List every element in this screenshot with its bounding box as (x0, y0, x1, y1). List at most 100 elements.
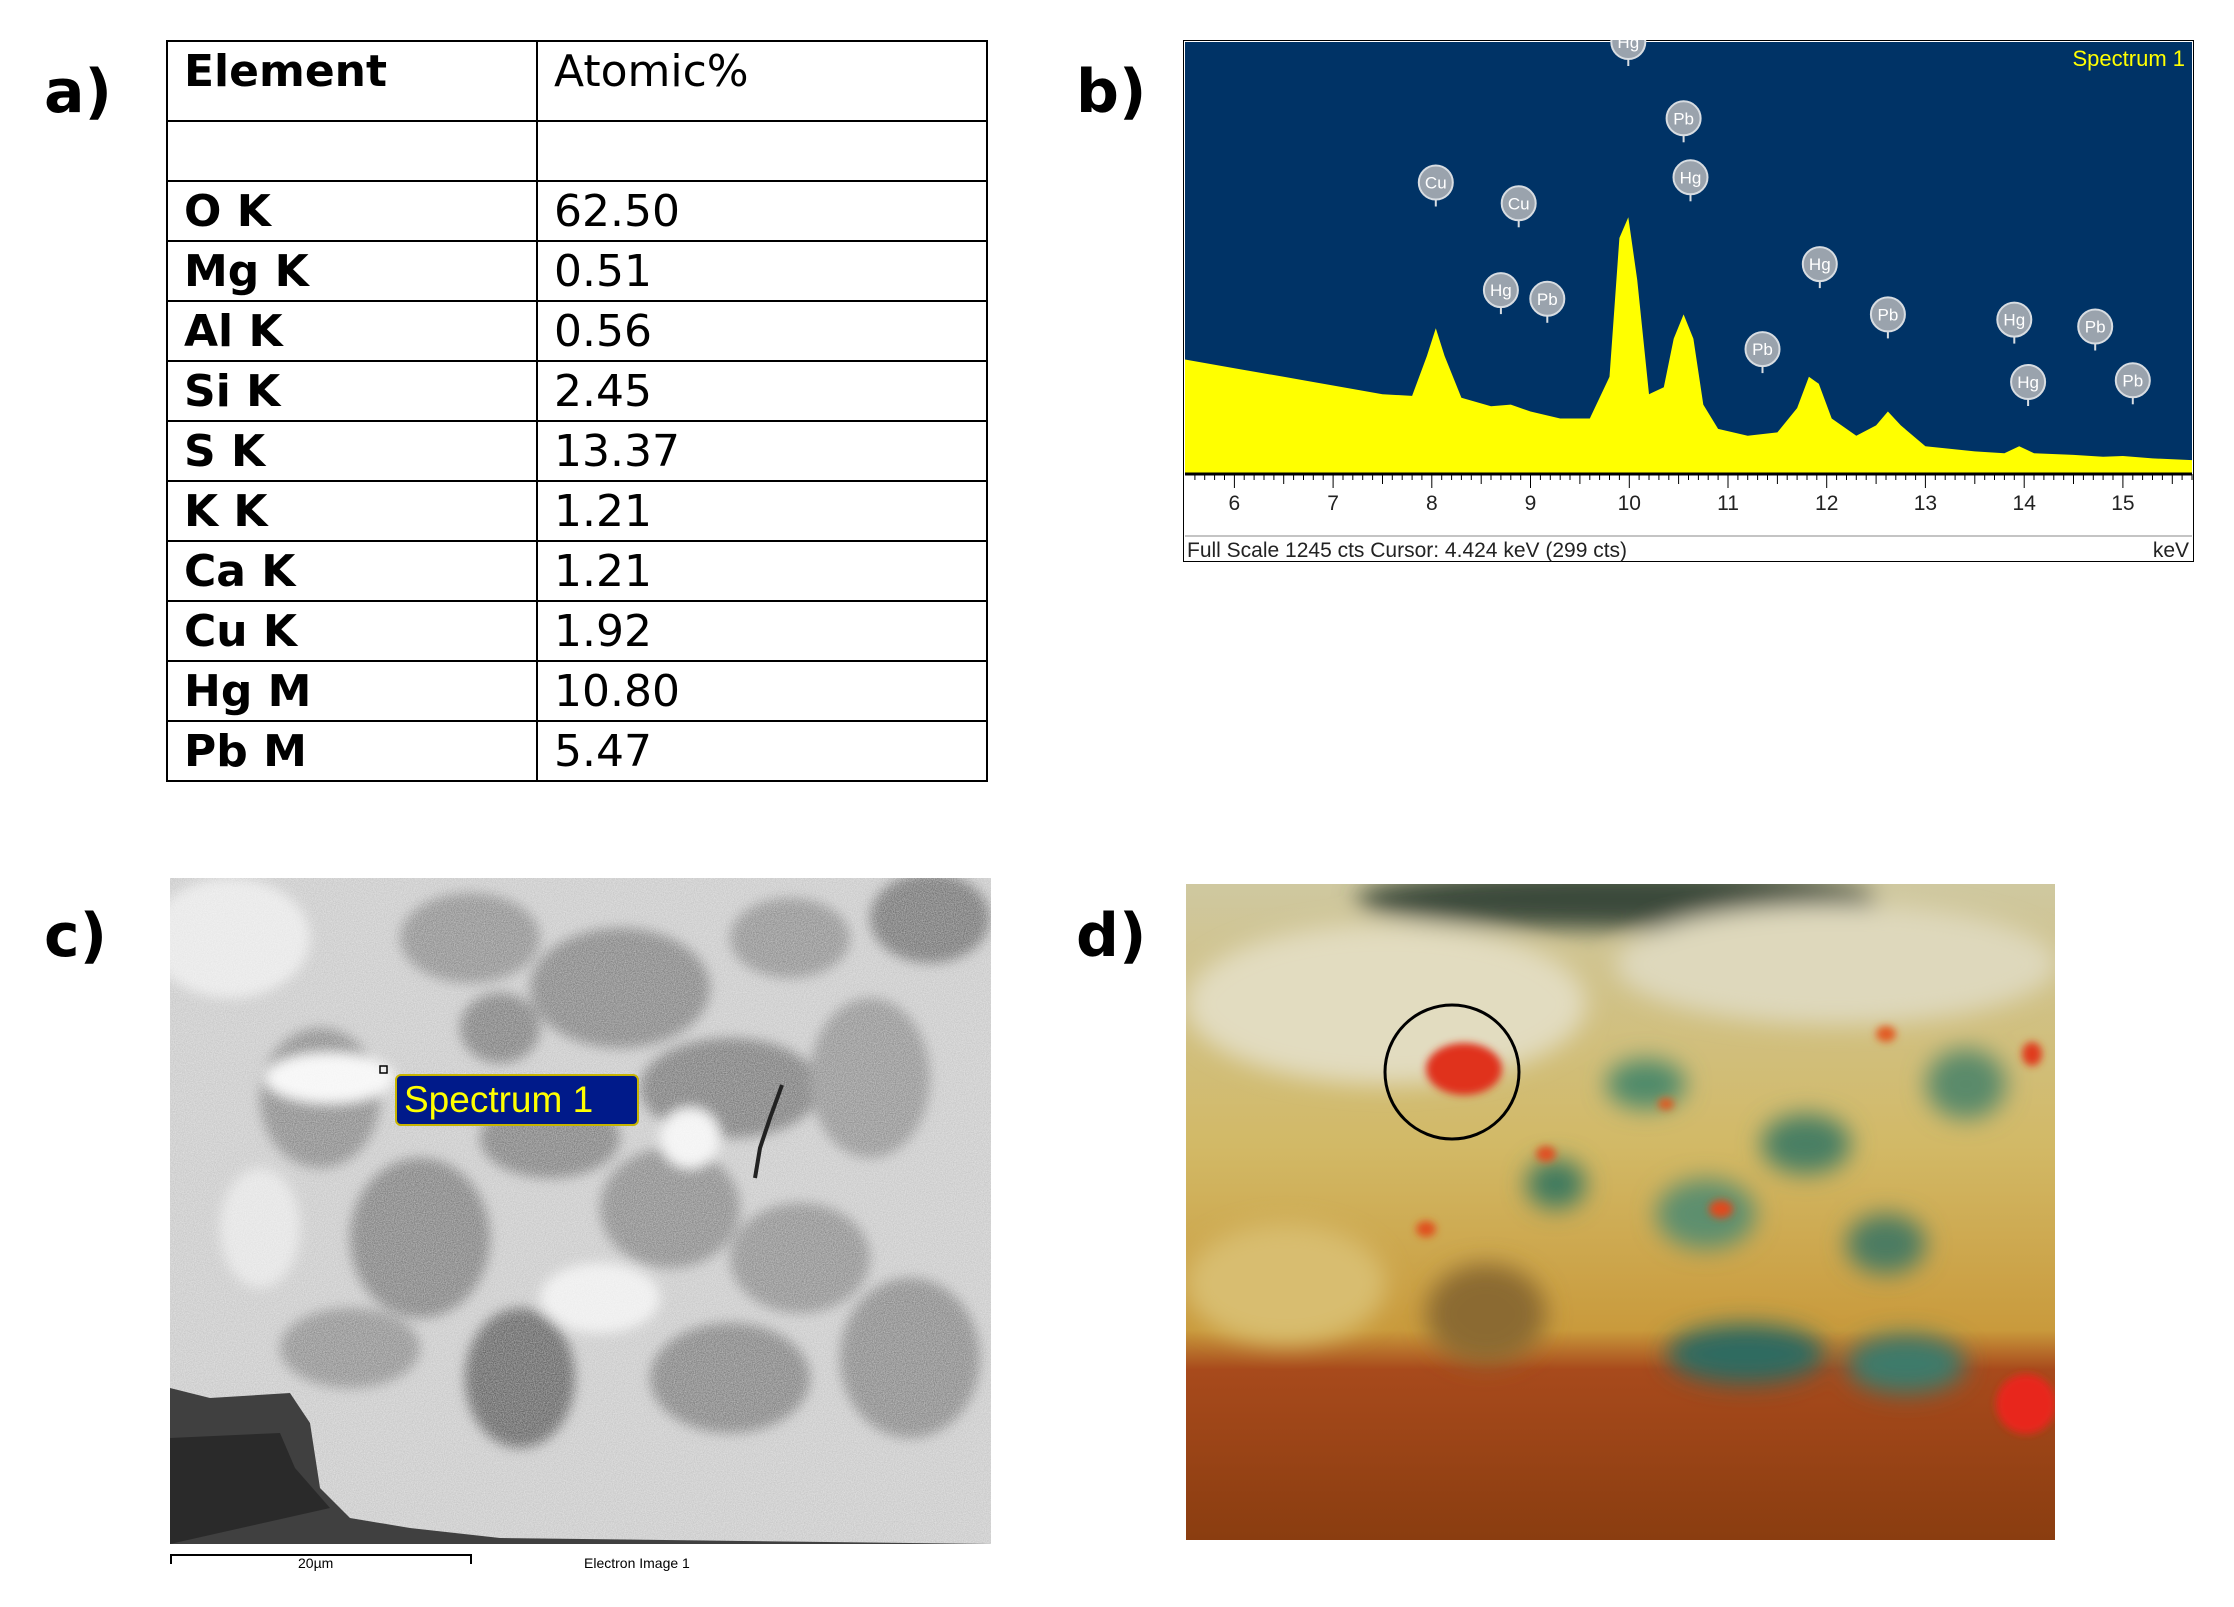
peak-label-text: Pb (2122, 371, 2143, 390)
x-tick-label: 9 (1525, 492, 1537, 515)
element-cell: O K (166, 180, 538, 242)
table-row: Hg M 10.80 (166, 660, 988, 722)
x-tick-label: 8 (1426, 492, 1438, 515)
highlight-circle (1383, 1003, 1521, 1141)
atomic-percent-cell: 1.21 (536, 480, 988, 542)
table-row: Si K 2.45 (166, 360, 988, 422)
sem-scale-bar: 20µm Electron Image 1 (170, 1546, 990, 1576)
peak-label-badge (1500, 185, 1537, 222)
peak-label: Hg (1482, 272, 1519, 315)
x-axis-label: keV (2153, 539, 2189, 562)
spectrum-marker-label: Spectrum 1 (404, 1079, 593, 1120)
scale-bar-text: 20µm (298, 1555, 334, 1571)
spectrum-footer-left: Full Scale 1245 cts Cursor: 4.424 keV (2… (1187, 539, 1627, 562)
peak-label-text: Hg (1490, 281, 1512, 300)
table-row: Al K 0.56 (166, 300, 988, 362)
table-row: Ca K 1.21 (166, 540, 988, 602)
spectrum-marker-box (395, 1074, 639, 1126)
table-cell-empty (536, 120, 988, 182)
atomic-percent-cell: 5.47 (536, 720, 988, 782)
peak-label-badge (2114, 362, 2151, 399)
sem-substrate-dark (170, 1388, 991, 1544)
atomic-percent-cell: 1.21 (536, 540, 988, 602)
peak-label: Pb (1665, 100, 1702, 143)
atomic-percent-cell: 10.80 (536, 660, 988, 722)
table-row: Cu K 1.92 (166, 600, 988, 662)
x-tick-label: 13 (1914, 492, 1937, 515)
panel-label-d: d) (1076, 901, 1147, 971)
peak-label-text: Pb (1673, 109, 1694, 128)
peak-label: Pb (2114, 362, 2151, 405)
atomic-percent-cell: 13.37 (536, 420, 988, 482)
peak-label: Hg (2010, 364, 2047, 406)
scale-bar-line (170, 1554, 472, 1564)
x-tick-label: 12 (1815, 492, 1838, 515)
x-tick-label: 6 (1229, 492, 1241, 515)
peak-label-text: Hg (2017, 373, 2039, 392)
table-row: O K 62.50 (166, 180, 988, 242)
peak-label-text: Pb (2085, 318, 2106, 337)
peak-label: Hg (1996, 301, 2033, 344)
table-cell-empty (166, 120, 538, 182)
peak-label: Cu (1500, 185, 1537, 228)
x-tick-label: 15 (2111, 492, 2134, 515)
peak-label: Pb (2077, 308, 2114, 351)
element-cell: Si K (166, 360, 538, 422)
peak-label-badge (1744, 331, 1781, 368)
element-cell: Hg M (166, 660, 538, 722)
panel-label-b: b) (1076, 57, 1147, 127)
atomic-percent-cell: 0.51 (536, 240, 988, 302)
peak-label: Cu (1417, 164, 1454, 207)
spectrum-area (1185, 217, 2192, 474)
table-header-row: Element Atomic% (166, 40, 988, 122)
spectrum-title: Spectrum 1 (2073, 46, 2186, 71)
peak-label-badge (2077, 308, 2114, 345)
sem-substrate-corner (170, 1433, 330, 1544)
peak-label-badge (1801, 246, 1838, 283)
peak-label-badge (1665, 100, 1702, 137)
table-row: Mg K 0.51 (166, 240, 988, 302)
element-cell: S K (166, 420, 538, 482)
peak-label-badge (1996, 301, 2033, 338)
element-cell: Cu K (166, 600, 538, 662)
sem-electron-image: Spectrum 1 (170, 878, 991, 1544)
x-axis-ticks: 6 7 8 9 10 11 12 13 14 15 (1194, 474, 2193, 515)
peak-label-text: Pb (1752, 340, 1773, 359)
table-row: K K 1.21 (166, 480, 988, 542)
composition-table: Element Atomic% O K 62.50 Mg K 0.51 Al K 0.56… (166, 40, 988, 782)
peak-label-text: Pb (1537, 290, 1558, 309)
element-cell: Mg K (166, 240, 538, 302)
peak-label: Hg (1672, 159, 1709, 202)
peak-label-text: Cu (1508, 194, 1530, 213)
x-tick-label: 10 (1618, 492, 1641, 515)
x-tick-label: 11 (1717, 492, 1739, 515)
x-tick-label: 14 (2013, 492, 2037, 515)
peak-label-badge (1529, 280, 1566, 317)
panel-label-a: a) (44, 57, 112, 127)
peak-label-badge (1869, 296, 1906, 333)
optical-features (1186, 884, 2055, 1394)
element-cell: K K (166, 480, 538, 542)
atomic-percent-cell: 0.56 (536, 300, 988, 362)
peak-label-badge (2010, 364, 2047, 400)
atomic-percent-cell: 1.92 (536, 600, 988, 662)
peak-label: Hg (1801, 246, 1838, 289)
x-tick-label: 7 (1327, 492, 1339, 515)
peak-label-badge (1610, 40, 1647, 60)
peak-label: Pb (1744, 331, 1781, 374)
sem-crack (753, 1084, 784, 1179)
table-empty-row (166, 120, 988, 182)
electron-image-caption: Electron Image 1 (584, 1555, 690, 1571)
header-atomic-percent: Atomic% (536, 40, 988, 122)
peak-label: Pb (1869, 296, 1906, 339)
spectrum-point-marker (379, 1065, 388, 1074)
element-cell: Ca K (166, 540, 538, 602)
peak-label-badge (1672, 159, 1709, 196)
peak-label-text: Cu (1425, 174, 1447, 193)
optical-micrograph (1186, 884, 2055, 1540)
peak-label-text: Hg (1680, 168, 1702, 187)
atomic-percent-cell: 2.45 (536, 360, 988, 422)
peak-label: Hg (1610, 40, 1647, 66)
peak-label-text: Hg (1809, 255, 1831, 274)
